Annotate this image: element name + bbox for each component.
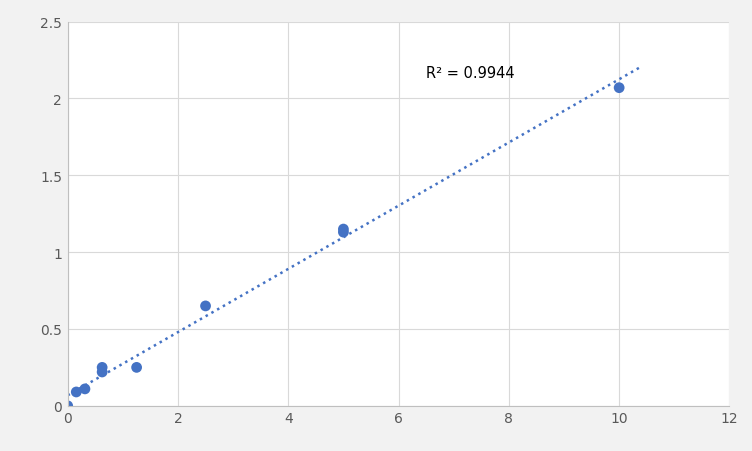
- Point: [338, 226, 350, 233]
- Point: [96, 368, 108, 376]
- Text: R² = 0.9944: R² = 0.9944: [426, 66, 515, 81]
- Point: [131, 364, 143, 371]
- Point: [613, 85, 625, 92]
- Point: [199, 303, 211, 310]
- Point: [62, 402, 74, 410]
- Point: [79, 386, 91, 393]
- Point: [96, 364, 108, 371]
- Point: [338, 229, 350, 236]
- Point: [70, 388, 82, 396]
